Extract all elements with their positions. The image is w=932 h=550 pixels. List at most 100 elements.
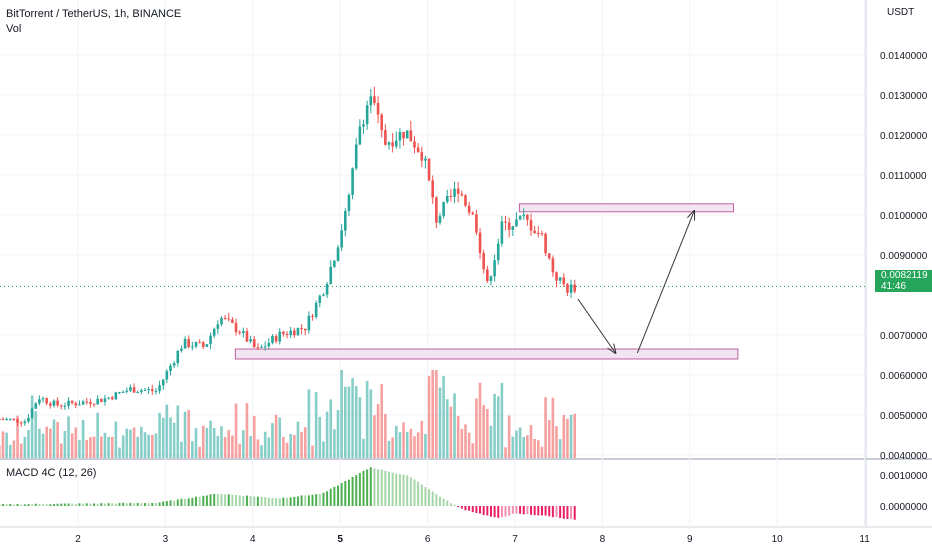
macd-bar	[471, 506, 474, 513]
volume-bar	[245, 403, 249, 458]
candle-body	[285, 334, 289, 336]
price-tick-label: 0.0050000	[880, 411, 928, 422]
candle-body	[242, 331, 245, 334]
macd-bar	[337, 485, 340, 506]
macd-bar	[71, 503, 74, 506]
candle-body	[5, 418, 8, 420]
macd-bar	[162, 501, 165, 506]
candle-body	[263, 346, 267, 348]
candle-body	[343, 211, 347, 231]
macd-bar	[438, 496, 441, 506]
volume-bar	[384, 414, 387, 458]
macd-bar	[566, 506, 569, 520]
volume-bar	[34, 411, 38, 458]
macd-bar	[220, 494, 223, 506]
volume-bar	[121, 435, 125, 458]
volume-bar	[507, 415, 511, 458]
macd-bar	[387, 471, 390, 506]
macd-bar	[289, 497, 292, 506]
volume-bar	[511, 436, 515, 458]
volume-bar	[129, 429, 132, 458]
candle-body	[238, 332, 241, 334]
macd-bar	[107, 503, 110, 506]
candle-body	[380, 114, 384, 131]
macd-bar	[63, 503, 66, 506]
candle-body	[373, 96, 376, 104]
candle-body	[493, 260, 496, 277]
volume-bar	[442, 376, 445, 458]
macd-bar	[23, 504, 26, 506]
volume-bar	[453, 393, 456, 458]
volume-bar	[373, 415, 376, 458]
macd-bar	[391, 472, 394, 506]
candle-body	[431, 180, 434, 198]
candle-body	[161, 379, 165, 386]
volume-bar	[110, 436, 114, 458]
macd-bar	[431, 491, 434, 506]
candle-body	[318, 295, 322, 303]
volume-bar	[322, 441, 325, 458]
volume-bar	[5, 432, 8, 458]
candle-body	[114, 392, 118, 400]
volume-bar	[445, 399, 449, 458]
candle-body	[245, 331, 249, 342]
macd-bar	[111, 503, 114, 506]
macd-bar	[493, 506, 496, 518]
macd-bar	[245, 495, 248, 506]
macd-bar	[398, 474, 401, 506]
candle-body	[107, 397, 110, 399]
macd-bar	[573, 506, 576, 520]
macd-bar	[351, 476, 354, 506]
macd-bar	[136, 502, 139, 506]
price-tick-label: 0.0090000	[880, 251, 928, 262]
candle-body	[140, 390, 143, 393]
volume-bar	[540, 446, 544, 458]
volume-bar	[81, 419, 85, 458]
candle-body	[183, 339, 187, 349]
volume-bar	[544, 397, 547, 458]
macd-bar	[56, 503, 59, 506]
candle-body	[147, 389, 150, 391]
macd-bar	[395, 473, 398, 506]
macd-bar	[296, 496, 299, 506]
candle-body	[391, 142, 394, 147]
candle-body	[376, 103, 380, 115]
candle-body	[445, 196, 449, 202]
candle-body	[23, 421, 27, 424]
volume-bar	[464, 424, 467, 458]
price-tick-label: 0.0040000	[880, 451, 928, 462]
macd-bar	[93, 503, 96, 506]
volume-bar	[176, 405, 180, 458]
macd-bar	[198, 496, 201, 506]
candle-body	[475, 214, 478, 233]
volume-bar	[67, 416, 70, 458]
volume-bar	[413, 436, 416, 458]
volume-bar	[562, 414, 566, 458]
candle-body	[369, 96, 373, 106]
macd-tick-label: 0.0000000	[880, 502, 928, 513]
macd-bar	[522, 506, 525, 515]
candle-body	[566, 284, 569, 293]
volume-label: Vol	[6, 23, 22, 35]
volume-bar	[107, 436, 110, 458]
volume-bar	[187, 409, 191, 458]
candle-body	[52, 400, 56, 406]
macd-bar	[409, 477, 412, 506]
volume-bar	[140, 426, 143, 458]
macd-bar	[209, 494, 212, 506]
macd-bar	[125, 503, 128, 506]
volume-bar	[449, 406, 453, 458]
volume-bar	[96, 412, 99, 458]
candle-body	[547, 253, 551, 259]
macd-bar	[20, 504, 23, 506]
candle-body	[45, 398, 48, 404]
macd-bar	[34, 503, 37, 506]
price-tick-label: 0.0060000	[880, 371, 928, 382]
candle-body	[478, 232, 482, 254]
macd-bar	[464, 506, 467, 511]
macd-bar	[27, 504, 30, 506]
candle-body	[398, 131, 402, 141]
time-tick-label: 3	[163, 534, 169, 545]
volume-bar	[547, 420, 551, 458]
